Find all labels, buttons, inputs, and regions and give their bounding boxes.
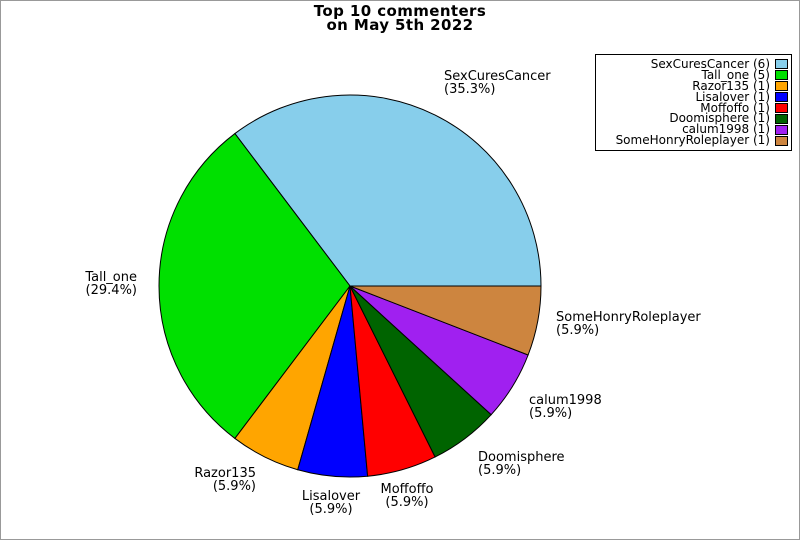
chart-title-line2: on May 5th 2022 [326, 16, 474, 34]
pie-slice-label-Lisalover: Lisalover (5.9%) [301, 489, 361, 517]
slice-label-percent: (5.9%) [212, 478, 256, 494]
pie-slice-label-Doomisphere: Doomisphere (5.9%) [478, 450, 565, 478]
slice-label-percent: (35.3%) [444, 81, 496, 97]
slice-label-name: SomeHonryRoleplayer [556, 310, 701, 325]
legend-row: Razor135 (1) [596, 78, 791, 93]
pie-slice-SexCuresCancer [234, 94, 542, 287]
slice-label-name: Moffoffo [380, 482, 434, 497]
legend-row: Moffoffo (1) [596, 100, 791, 115]
legend-swatch [775, 92, 788, 103]
legend-label: Lisalover (1) [695, 89, 770, 104]
legend-row: calum1998 (1) [596, 122, 791, 137]
chart-title-line1: Top 10 commenters [313, 2, 487, 20]
slice-label-percent: (5.9%) [556, 322, 600, 338]
slice-label-name: calum1998 [529, 393, 602, 408]
legend-swatch [775, 102, 788, 113]
legend-label: SexCuresCancer (6) [650, 56, 770, 71]
legend-label: Razor135 (1) [692, 78, 770, 93]
slice-label-percent: (5.9%) [529, 405, 573, 421]
chart-title: Top 10 commenters on May 5th 2022 [1, 2, 799, 34]
pie-slice-label-Moffoffo: Moffoffo (5.9%) [380, 482, 434, 510]
slice-label-name: Doomisphere [478, 450, 565, 465]
slice-label-percent: (5.9%) [478, 462, 522, 478]
slice-label-name: Razor135 [194, 466, 256, 481]
legend-swatch [775, 81, 788, 92]
legend-row: Doomisphere (1) [596, 111, 791, 126]
legend-label: Tall_one (5) [701, 67, 770, 82]
slice-label-percent: (5.9%) [309, 501, 353, 517]
legend-row: SexCuresCancer (6) [596, 56, 791, 71]
slice-label-percent: (29.4%) [85, 282, 137, 298]
pie-slice-SomeHonryRoleplayer [349, 285, 542, 356]
legend-swatch [775, 70, 788, 81]
slice-label-name: Lisalover [301, 489, 361, 504]
pie-slice-Tall_one [158, 132, 351, 440]
legend-swatch [775, 124, 788, 135]
pie-slice-label-SomeHonryRoleplayer: SomeHonryRoleplayer (5.9%) [556, 310, 701, 338]
legend-label: Moffoffo (1) [700, 100, 770, 115]
slice-label-name: Tall_one [85, 270, 137, 285]
pie-slice-label-SexCuresCancer: SexCuresCancer (35.3%) [444, 69, 551, 97]
legend-row: Lisalover (1) [596, 89, 791, 104]
legend-row: SomeHonryRoleplayer (1) [596, 133, 791, 148]
legend-label: Doomisphere (1) [669, 111, 770, 126]
legend: SexCuresCancer (6) Tall_one (5) Razor135 (… [595, 54, 792, 151]
pie-slice-label-Tall_one: Tall_one (29.4%) [85, 270, 137, 298]
legend-label: calum1998 (1) [682, 122, 770, 137]
legend-swatch [775, 113, 788, 124]
legend-swatch [775, 59, 788, 70]
legend-label: SomeHonryRoleplayer (1) [615, 133, 770, 148]
slice-label-name: SexCuresCancer [444, 69, 551, 84]
legend-row: Tall_one (5) [596, 67, 791, 82]
pie-slice-label-Razor135: Razor135 (5.9%) [194, 466, 256, 494]
legend-swatch [775, 135, 788, 146]
pie-slice-label-calum1998: calum1998 (5.9%) [529, 393, 602, 421]
slice-label-percent: (5.9%) [385, 494, 429, 510]
